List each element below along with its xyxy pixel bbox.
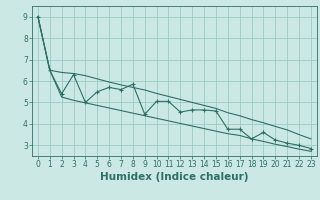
X-axis label: Humidex (Indice chaleur): Humidex (Indice chaleur) <box>100 172 249 182</box>
